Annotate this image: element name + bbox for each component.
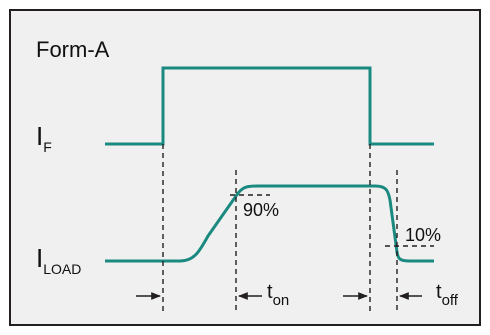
toff-label: toff [436, 281, 459, 309]
if-label: IF [36, 121, 52, 155]
diagram-panel [9, 9, 481, 326]
diagram-title: Form-A [36, 37, 110, 62]
label-10-percent: 10% [405, 225, 441, 245]
if-waveform [105, 66, 434, 146]
iload-waveform [105, 184, 434, 263]
ton-label: ton [267, 281, 289, 309]
label-90-percent: 90% [243, 200, 279, 220]
iload-label: ILOAD [36, 243, 81, 277]
